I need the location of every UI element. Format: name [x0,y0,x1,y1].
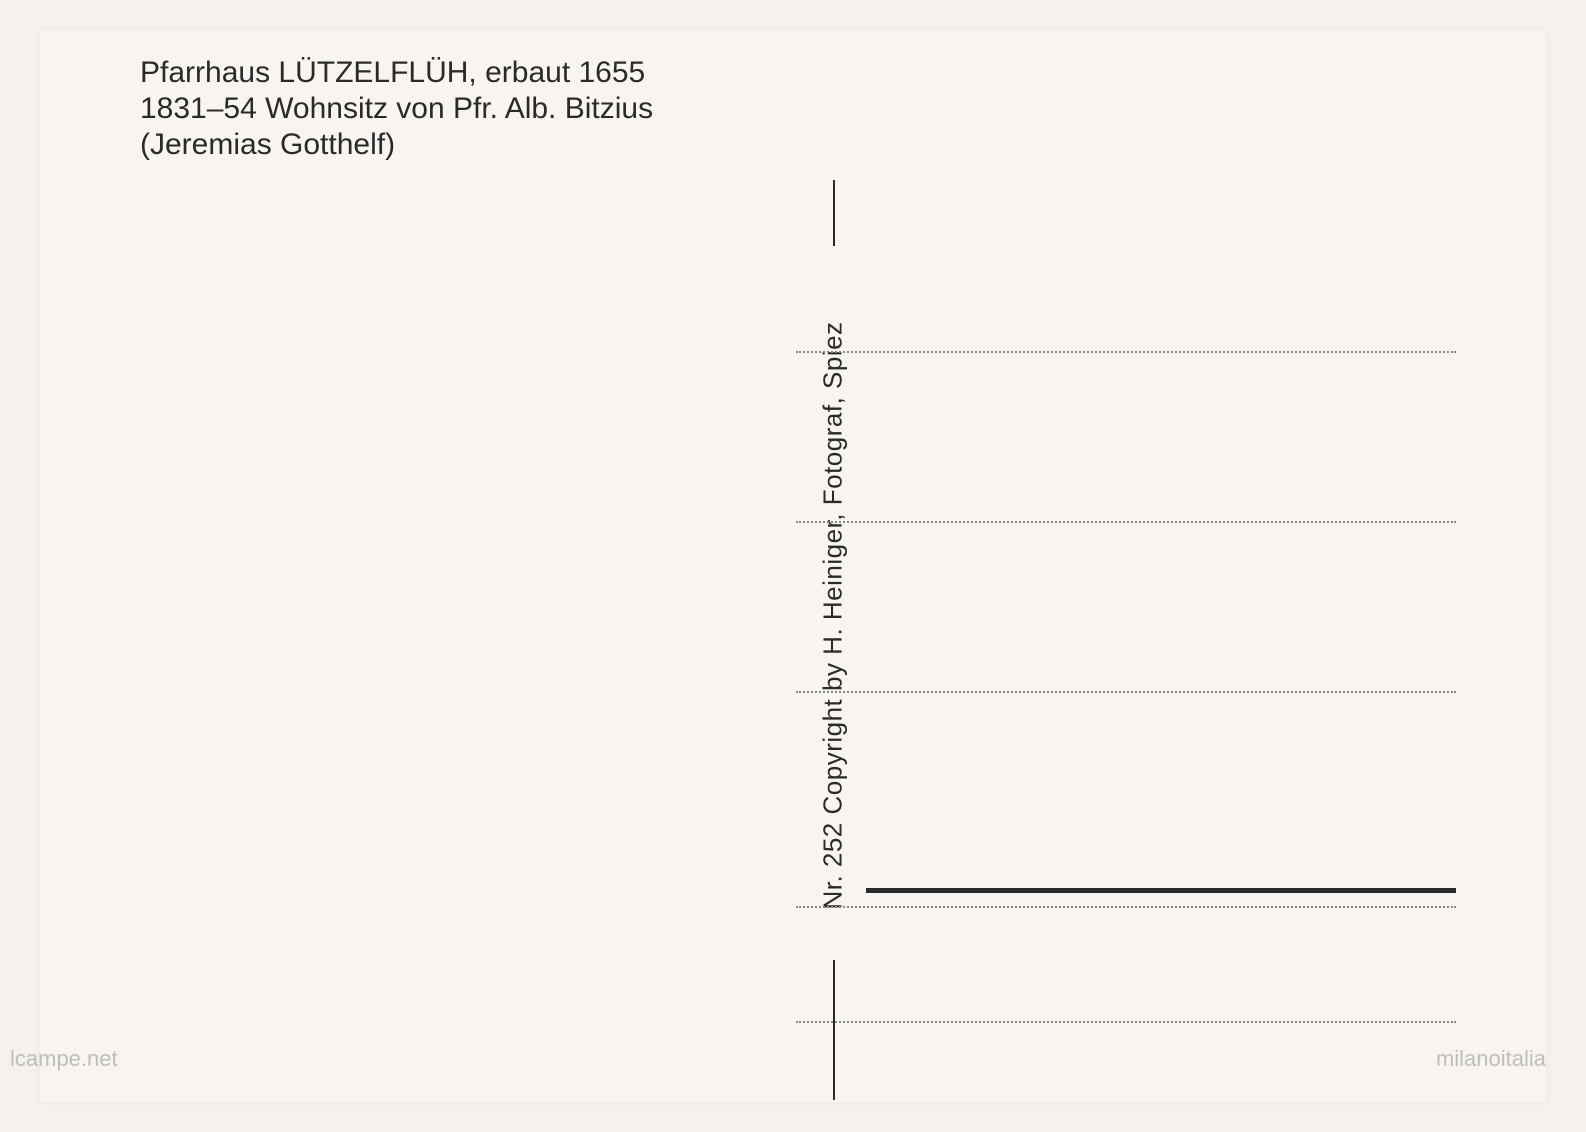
address-line-4 [796,905,1456,908]
header-block: Pfarrhaus LÜTZELFLÜH, erbaut 1655 1831–5… [140,55,653,163]
address-line-2 [796,520,1456,523]
address-line-solid [866,888,1456,893]
publisher-credit: Nr. 252 Copyright by H. Heiniger, Fotogr… [818,321,849,909]
address-line-1 [796,350,1456,353]
address-line-3 [796,690,1456,693]
watermark-left: lcampe.net [10,1046,118,1072]
header-line-2: 1831–54 Wohnsitz von Pfr. Alb. Bitzius [140,91,653,127]
watermark-right: milanoitalia [1436,1046,1546,1072]
header-line-1: Pfarrhaus LÜTZELFLÜH, erbaut 1655 [140,55,653,91]
address-line-5 [796,1020,1456,1023]
center-divider-bottom [833,960,835,1100]
center-divider-top [833,180,835,246]
header-line-3: (Jeremias Gotthelf) [140,127,653,163]
postcard-back: Pfarrhaus LÜTZELFLÜH, erbaut 1655 1831–5… [40,30,1546,1102]
